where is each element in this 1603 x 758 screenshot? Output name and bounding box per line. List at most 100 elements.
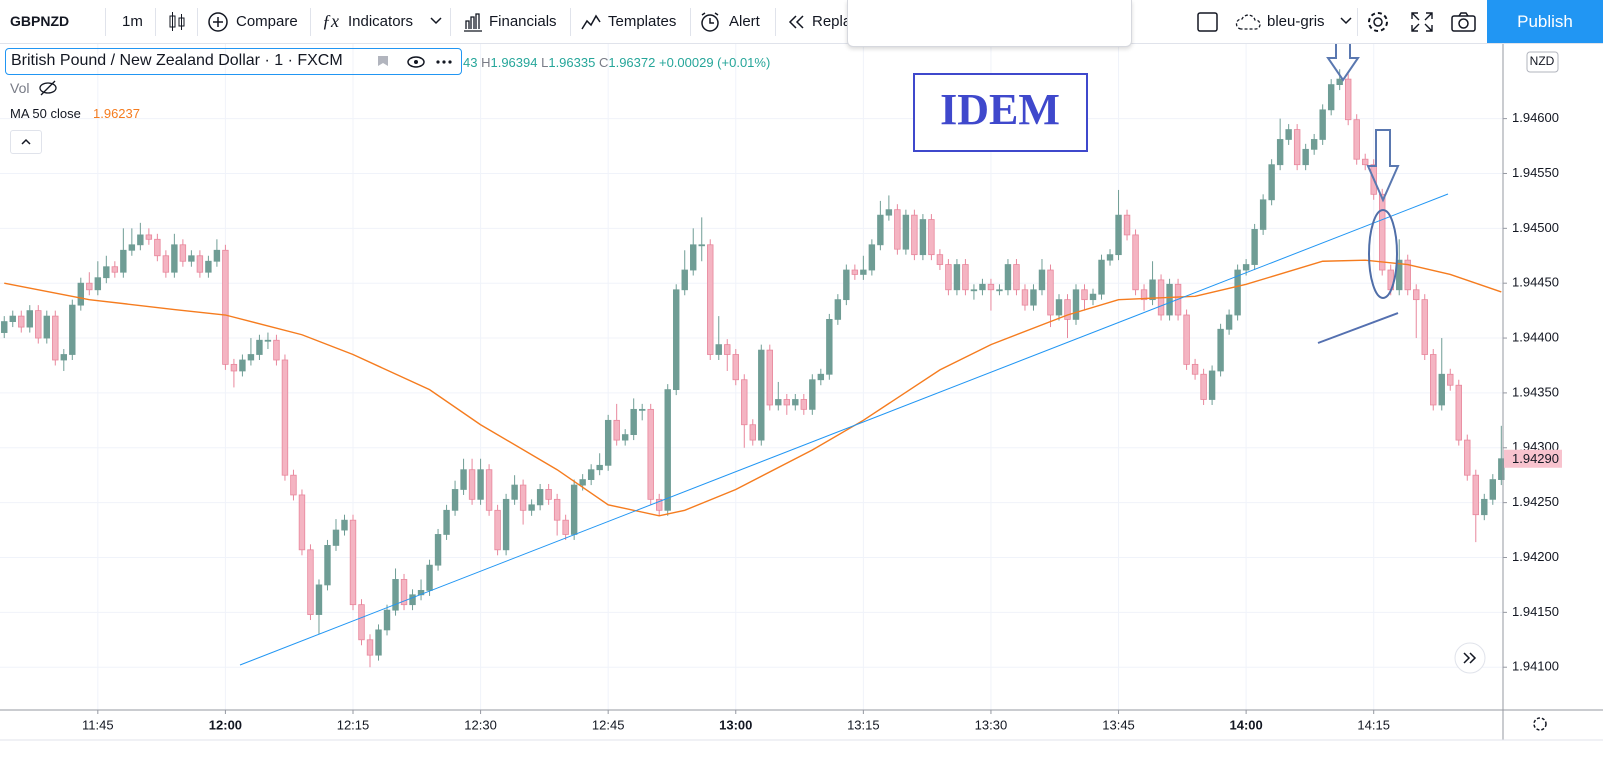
open-fragment: 43 <box>463 55 478 70</box>
candle-body <box>1336 78 1343 85</box>
candle-body <box>783 399 791 406</box>
candle-body <box>60 354 68 361</box>
candle-body <box>341 519 348 531</box>
candle-body <box>213 249 221 262</box>
candle-body <box>860 269 867 275</box>
arrow <box>1366 129 1400 203</box>
layout-name[interactable]: bleu-gris <box>1267 13 1325 30</box>
candle-body <box>205 260 212 273</box>
candle-body <box>1123 214 1131 236</box>
candle-body <box>630 408 637 436</box>
candle-body <box>528 504 535 511</box>
candle-body <box>545 489 552 500</box>
alert-icon[interactable] <box>699 11 723 33</box>
settings-icon[interactable] <box>1533 717 1547 731</box>
plot-area <box>0 44 1503 710</box>
compare-icon[interactable] <box>207 11 229 33</box>
candle-body <box>962 264 969 291</box>
candle-body <box>103 266 110 279</box>
dropdown-icon[interactable] <box>1340 16 1352 26</box>
candle-body <box>1081 289 1088 301</box>
candle-body <box>43 315 50 339</box>
compare-button[interactable]: Compare <box>236 13 298 30</box>
candle-body <box>1115 214 1122 256</box>
candle-body <box>1302 148 1309 166</box>
dropdown-icon[interactable] <box>430 16 442 26</box>
candle-body <box>987 283 995 291</box>
cloud-icon[interactable] <box>1235 12 1265 32</box>
indicators-button[interactable]: Indicators <box>348 13 414 30</box>
candle-body <box>1259 199 1267 230</box>
candle-body <box>928 219 935 256</box>
candle-body <box>162 255 170 273</box>
candle-body <box>1021 289 1029 306</box>
replay-icon[interactable] <box>787 14 807 30</box>
alert-button[interactable]: Alert <box>729 13 760 30</box>
indicators-icon[interactable]: ƒx <box>322 11 339 31</box>
hidden-icon[interactable] <box>38 80 60 96</box>
candle-body <box>94 277 102 291</box>
separator <box>197 8 198 36</box>
snapshot-icon[interactable] <box>1451 11 1477 33</box>
financials-icon[interactable] <box>462 11 484 33</box>
candle-body <box>77 282 85 306</box>
candle-body <box>792 399 799 406</box>
candle-body <box>1344 78 1352 121</box>
candle-body <box>902 214 910 250</box>
candle-body <box>1191 363 1199 375</box>
y-tick-label: 1.94500 <box>1512 220 1559 235</box>
candle-body <box>273 339 280 361</box>
scroll-icon <box>1463 652 1477 664</box>
separator <box>1357 8 1358 36</box>
candle-body <box>800 399 808 410</box>
candle-body <box>562 519 569 535</box>
candle-body <box>1353 119 1360 160</box>
currency-box <box>1526 51 1559 73</box>
candle-body <box>1268 164 1275 201</box>
candle-body <box>366 639 374 656</box>
templates-button[interactable]: Templates <box>608 13 677 30</box>
candle-body <box>834 299 842 320</box>
candle-body <box>579 479 586 486</box>
change: +0.00029 (+0.01%) <box>658 55 771 70</box>
candle-body <box>1140 289 1148 301</box>
candle-body <box>698 244 705 247</box>
candle-body <box>945 264 952 291</box>
settings-icon[interactable] <box>1367 11 1391 33</box>
candle-body <box>460 469 467 490</box>
candle-body <box>145 234 153 240</box>
interval[interactable]: 1m <box>122 13 143 30</box>
candle-body <box>868 244 876 271</box>
candle-body <box>638 408 646 411</box>
collapse-button[interactable] <box>10 130 42 154</box>
chart-type-icon[interactable] <box>167 11 187 33</box>
candle-body <box>775 399 782 406</box>
x-tick-label: 13:30 <box>975 717 1008 732</box>
fullscreen-icon[interactable] <box>1410 11 1434 33</box>
layout-icon[interactable] <box>1197 11 1219 33</box>
high-letter: H <box>481 55 491 70</box>
candle-body <box>1 321 8 333</box>
symbol[interactable]: GBPNZD <box>10 13 70 29</box>
candle-body <box>1438 373 1445 406</box>
candle-body <box>936 254 944 265</box>
publish-button[interactable]: Publish <box>1487 0 1603 43</box>
candle-body <box>1251 229 1258 265</box>
ohlc-values: 43 H1.96394 L1.96335 C1.96372 +0.00029 (… <box>463 55 770 70</box>
symbol-title: British Pound / New Zealand Dollar · 1 ·… <box>11 52 343 69</box>
candle-body <box>307 549 314 615</box>
candle-body <box>1089 293 1097 301</box>
candle-body <box>1030 289 1037 306</box>
financials-button[interactable]: Financials <box>489 13 557 30</box>
candle-body <box>69 304 76 355</box>
replay-button[interactable]: Repla <box>812 13 852 30</box>
candle-body <box>1413 289 1420 301</box>
separator <box>775 8 776 36</box>
separator <box>570 8 571 36</box>
templates-icon[interactable] <box>580 11 602 33</box>
candle-body <box>1447 373 1454 386</box>
candle-body <box>171 244 178 273</box>
candle-body <box>749 424 756 441</box>
candle-body <box>809 379 816 410</box>
x-tick-label: 13:45 <box>1102 717 1135 732</box>
